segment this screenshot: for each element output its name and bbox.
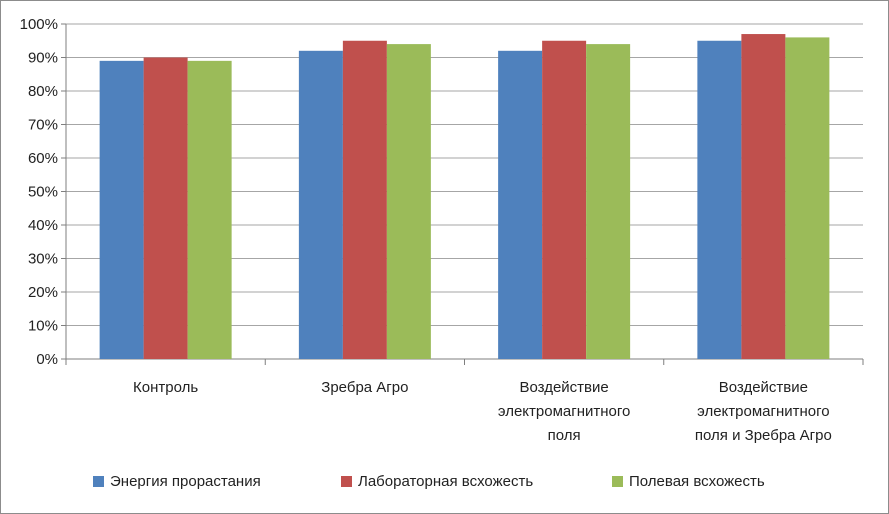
bar-1-2 (298, 50, 343, 360)
bar-3-1 (187, 60, 232, 359)
x-category-label: поля и Зребра Агро (695, 427, 832, 444)
bar-2-2 (342, 40, 387, 359)
bar-2-3 (542, 40, 587, 359)
legend-swatch (612, 476, 623, 487)
y-tick-label: 50% (28, 184, 58, 201)
legend-label: Лабораторная всхожесть (358, 473, 533, 490)
x-category-label: электромагнитного (498, 403, 630, 420)
legend-swatch (93, 476, 104, 487)
x-category-label: Воздействие (519, 379, 608, 396)
bar-3-3 (586, 44, 631, 359)
bar-1-4 (697, 40, 742, 359)
y-tick-label: 100% (20, 16, 58, 33)
bar-3-2 (386, 44, 431, 359)
bar-2-1 (143, 57, 188, 359)
x-category-label: Зребра Агро (321, 379, 408, 396)
legend-swatch (341, 476, 352, 487)
y-tick-label: 60% (28, 150, 58, 167)
y-tick-label: 80% (28, 83, 58, 100)
bar-2-4 (741, 34, 786, 360)
bar-1-1 (99, 60, 144, 359)
y-tick-label: 90% (28, 50, 58, 67)
y-tick-label: 10% (28, 318, 58, 335)
y-tick-label: 70% (28, 117, 58, 134)
legend-label: Полевая всхожесть (629, 473, 765, 490)
y-tick-label: 0% (36, 351, 58, 368)
y-tick-label: 30% (28, 251, 58, 268)
x-category-label: электромагнитного (697, 403, 829, 420)
bar-3-4 (785, 37, 830, 360)
bar-1-3 (498, 50, 543, 360)
y-tick-label: 40% (28, 217, 58, 234)
x-category-label: поля (548, 427, 581, 444)
legend-label: Энергия прорастания (110, 473, 261, 490)
x-category-label: Воздействие (719, 379, 808, 396)
x-category-label: Контроль (133, 379, 198, 396)
y-tick-label: 20% (28, 284, 58, 301)
